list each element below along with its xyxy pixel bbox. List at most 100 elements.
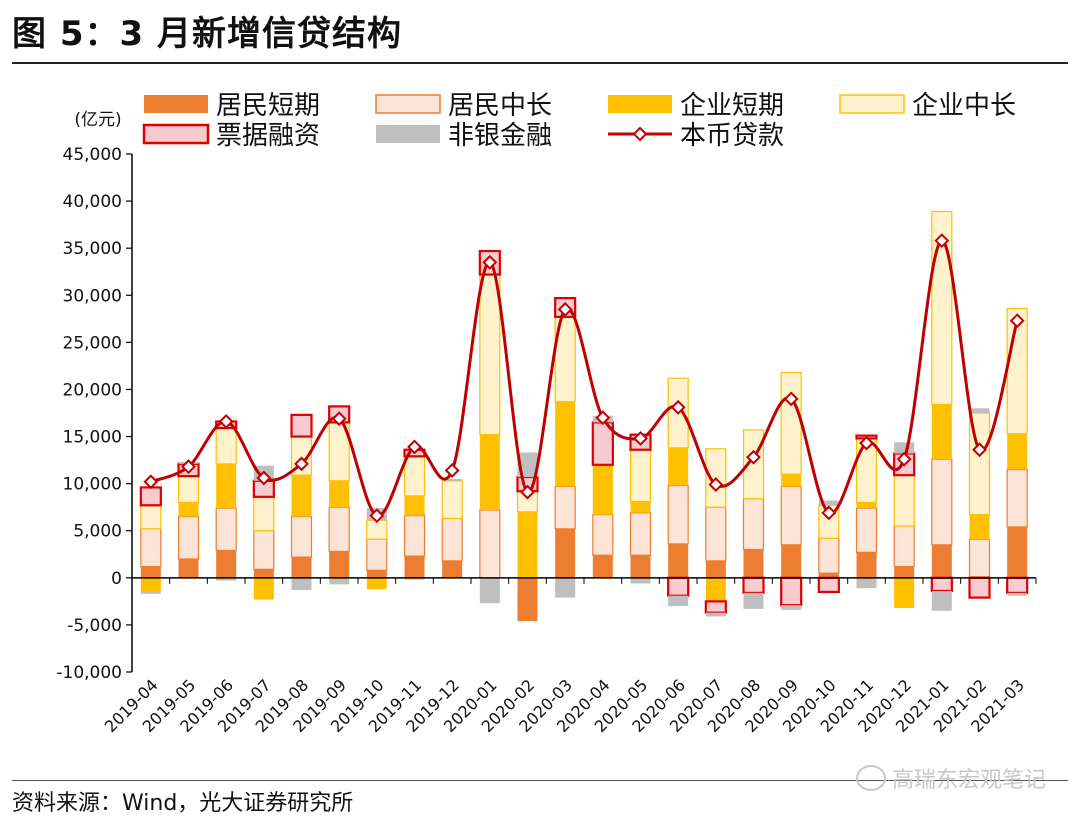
bar-segment xyxy=(216,550,237,578)
bar-segment xyxy=(705,560,726,578)
bar-segment xyxy=(178,502,199,517)
loan-point xyxy=(633,431,648,446)
loan-point xyxy=(444,463,460,478)
bar-segment xyxy=(555,401,576,487)
bar-segment xyxy=(592,555,613,578)
bar-segment xyxy=(780,485,802,546)
loan-point xyxy=(520,484,535,500)
y-tick-label: 20,000 xyxy=(63,380,122,400)
bar-segment xyxy=(554,485,576,530)
bar-segment xyxy=(968,576,991,599)
bar-segment xyxy=(517,577,538,622)
bar-segment xyxy=(215,427,237,465)
bar-segment xyxy=(668,543,689,578)
bar-segment xyxy=(1006,468,1028,528)
title-divider xyxy=(12,62,1068,64)
loan-point xyxy=(557,301,573,317)
bar-segment xyxy=(629,449,652,503)
bar-segment xyxy=(781,544,802,578)
bar-segment xyxy=(215,507,237,552)
bar-segment xyxy=(479,577,500,604)
bar-segment xyxy=(856,502,877,509)
bar-segment xyxy=(818,537,840,574)
loan-point xyxy=(143,474,159,490)
bar-segment xyxy=(328,506,350,553)
bar-segment xyxy=(403,515,426,557)
bar-segment xyxy=(705,612,726,617)
bar-segment xyxy=(893,474,915,527)
y-tick-label: 5,000 xyxy=(73,522,122,542)
y-tick-label: 40,000 xyxy=(63,192,122,212)
loan-point xyxy=(746,449,761,465)
watermark-text: 高瑞东宏观笔记 xyxy=(891,768,1046,793)
y-tick-label: -10,000 xyxy=(56,663,122,683)
y-tick-label: 35,000 xyxy=(63,239,122,259)
loan-point xyxy=(670,399,686,415)
bar-segment xyxy=(517,511,538,578)
bar-segment xyxy=(290,413,313,438)
bar-segment xyxy=(366,538,388,571)
bar-segment xyxy=(931,544,952,578)
bar-segment xyxy=(893,525,915,568)
bar-segment xyxy=(742,576,765,594)
loan-point xyxy=(972,442,987,458)
bar-segment xyxy=(140,577,161,592)
bar-segment xyxy=(140,566,161,578)
legend-diamond-swatch xyxy=(632,126,648,142)
bar-segment xyxy=(667,484,689,545)
bar-segment xyxy=(555,577,576,598)
bar-segment xyxy=(780,371,802,475)
loan-point xyxy=(708,477,724,492)
bar-segment xyxy=(781,605,802,610)
bar-segment xyxy=(253,530,275,570)
bar-segment xyxy=(555,528,576,578)
bar-segment xyxy=(442,560,463,578)
loan-point xyxy=(218,414,234,429)
bar-segment xyxy=(592,464,613,515)
loan-point xyxy=(181,459,196,475)
legend-label: 企业中长 xyxy=(912,91,1016,121)
bar-segment xyxy=(366,519,388,540)
bar-segment xyxy=(969,514,990,540)
bar-segment xyxy=(818,573,839,578)
bar-segment xyxy=(705,577,726,602)
bar-segment xyxy=(479,509,501,579)
bar-segment xyxy=(592,514,614,556)
bar-segment xyxy=(1007,592,1028,596)
bar-segment xyxy=(291,475,312,517)
bar-segment xyxy=(894,566,915,578)
bar-segment xyxy=(931,458,953,546)
bar-segment xyxy=(253,569,274,578)
loan-point xyxy=(595,410,611,426)
y-tick-label: 25,000 xyxy=(63,333,122,353)
bar-segment xyxy=(216,577,237,581)
bar-segment xyxy=(1007,433,1028,470)
bar-segment xyxy=(178,558,199,578)
legend-label: 本币贷款 xyxy=(680,121,784,151)
bar-segment xyxy=(969,408,990,413)
y-tick-label: 0 xyxy=(111,569,122,589)
bar-segment xyxy=(291,557,312,578)
loan-point xyxy=(1009,313,1025,329)
bar-segment xyxy=(1006,576,1029,594)
bar-segment xyxy=(1007,526,1028,578)
bar-segment xyxy=(517,452,538,478)
bar-segment xyxy=(479,273,501,436)
y-axis-label: (亿元) xyxy=(74,110,121,130)
bar-segment xyxy=(403,455,426,497)
y-tick-label: 15,000 xyxy=(63,428,122,448)
legend-swatch xyxy=(142,123,210,145)
legend-label: 居民中长 xyxy=(448,91,552,121)
bar-segment xyxy=(630,555,651,578)
loan-point xyxy=(934,233,950,249)
loan-point xyxy=(783,391,799,407)
loan-point xyxy=(896,451,912,467)
bar-segment xyxy=(140,504,162,530)
bar-segment xyxy=(441,480,463,520)
legend-label: 居民短期 xyxy=(216,91,320,121)
bar-segment xyxy=(742,498,765,551)
bar-segment xyxy=(856,577,877,589)
legend-label: 企业短期 xyxy=(680,91,784,121)
loan-point xyxy=(369,508,385,524)
